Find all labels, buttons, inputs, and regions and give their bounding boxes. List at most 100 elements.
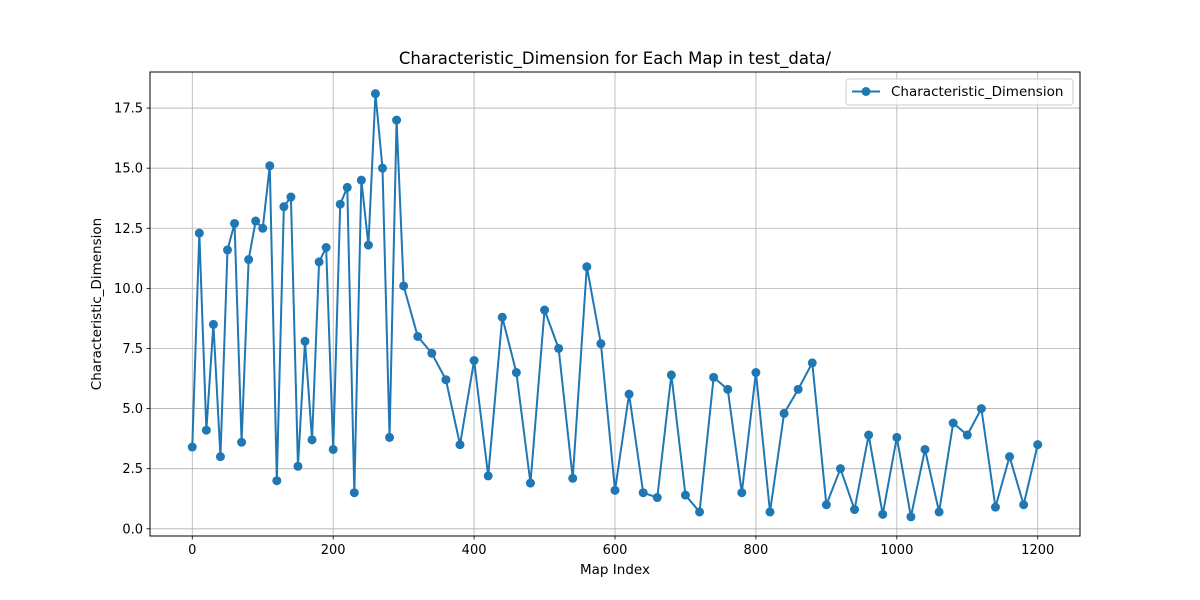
y-axis: 0.0 2.5 5.0 7.5 10.0 12.5 15.0 17.5 [114,102,150,537]
data-point [223,245,232,255]
data-point [293,461,303,471]
data-point [237,437,247,447]
data-point [279,202,289,212]
y-tick-label: 10.0 [114,282,143,297]
data-point [215,452,225,462]
data-point [807,358,817,368]
y-axis-title: Characteristic_Dimension [89,218,105,390]
data-point [540,305,550,315]
data-point [349,488,359,498]
data-point [469,355,479,365]
legend-box [845,78,1074,106]
data-point [1005,452,1015,462]
x-tick-label: 1200 [1021,543,1054,558]
data-point [638,488,648,498]
x-axis-title: Map Index [580,562,650,578]
data-point [413,331,423,341]
data-point [723,384,733,394]
legend: Characteristic_Dimension [845,78,1074,106]
data-point [850,505,860,515]
data-point [307,435,317,445]
data-point [208,319,218,329]
data-point [582,262,592,272]
data-point [695,507,705,517]
data-point [765,507,775,517]
data-point [948,418,958,428]
data-point [265,161,275,171]
data-point [251,216,261,226]
y-tick-label: 12.5 [114,222,143,237]
data-point [363,240,373,250]
data-point [194,228,204,238]
data-point [497,312,507,322]
data-point [652,493,662,503]
y-tick-label: 5.0 [122,402,143,417]
data-point [511,368,521,378]
data-point [314,257,324,267]
y-tick-label: 0.0 [122,522,143,537]
data-point [370,89,380,99]
data-point [568,473,578,483]
data-point [962,430,972,440]
data-point [378,163,387,173]
data-point [272,476,282,486]
y-tick-label: 2.5 [122,462,143,477]
data-point [1019,500,1029,510]
data-point [624,389,634,399]
y-tick-label: 7.5 [122,342,143,357]
data-point [751,368,761,378]
legend-marker-icon [861,87,871,96]
data-point [201,425,211,435]
data-point [328,444,338,454]
data-point [356,175,366,185]
x-axis: 0 200 400 600 800 1000 1200 [188,536,1054,558]
data-point [892,432,902,442]
data-point [666,370,676,380]
data-point [258,223,268,233]
grid [150,72,1080,536]
y-tick-label: 15.0 [114,162,143,177]
data-point [864,430,874,440]
legend-label: Characteristic_Dimension [891,84,1063,100]
series-layer [187,89,1043,522]
data-point [399,281,409,291]
data-point [610,485,620,495]
data-point [554,343,564,353]
x-tick-label: 1000 [880,543,913,558]
data-point [737,488,747,498]
data-point [779,408,789,418]
x-tick-label: 800 [743,543,768,558]
x-tick-label: 400 [462,543,487,558]
data-point [596,339,606,349]
x-tick-label: 200 [321,543,346,558]
data-point [483,471,493,481]
data-point [286,192,296,202]
data-point [709,372,719,382]
data-point [244,255,254,265]
data-point [455,440,465,450]
data-point [335,199,345,209]
data-point [835,464,845,474]
chart-title: Characteristic_Dimension for Each Map in… [399,49,832,69]
data-point [680,490,690,500]
y-tick-label: 17.5 [114,102,143,117]
data-point [385,432,395,442]
data-point [427,348,437,358]
data-point [392,115,402,125]
x-tick-label: 600 [603,543,628,558]
data-point [990,502,1000,512]
data-point [920,444,930,454]
data-point [321,243,331,253]
x-tick-label: 0 [188,543,196,558]
data-point [1033,440,1043,450]
data-point [230,218,240,228]
series-line [191,92,1039,518]
data-point [906,512,916,522]
data-point [878,509,888,519]
data-point [441,375,451,385]
data-point [976,404,986,414]
data-point [525,478,535,488]
data-point [934,507,944,517]
data-point [187,442,197,452]
data-point [342,182,352,192]
